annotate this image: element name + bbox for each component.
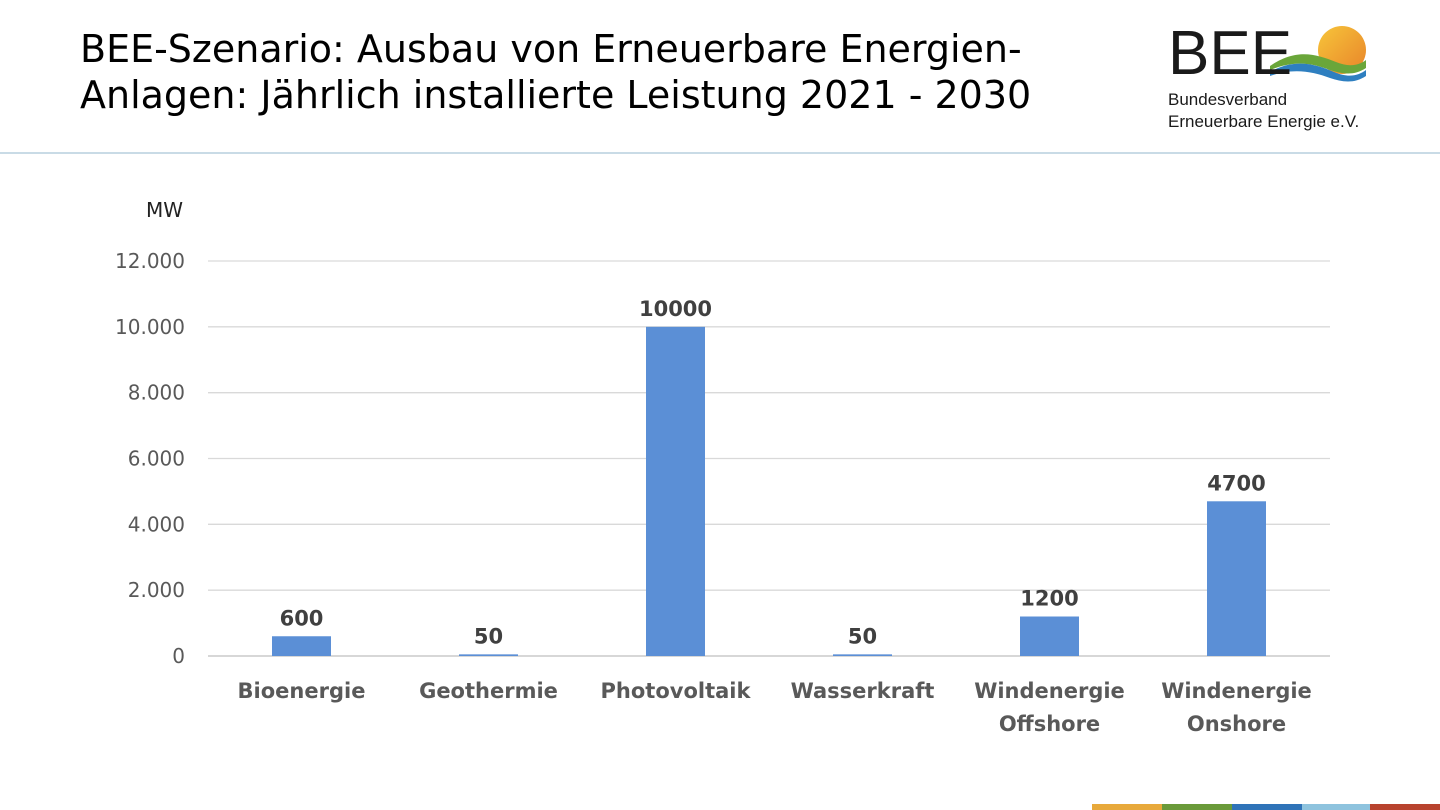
title-line-2: Anlagen: Jährlich installierte Leistung … <box>80 73 1032 117</box>
bars <box>272 326 1266 656</box>
bar <box>1020 616 1079 656</box>
bee-logo: BEE Bundesverband Erneuerbare Energie e.… <box>1166 24 1406 134</box>
y-tick-label: 12.000 <box>115 249 185 273</box>
y-tick-label: 6.000 <box>128 447 185 471</box>
category-label: Windenergie <box>1161 679 1312 703</box>
category-label: Photovoltaik <box>601 679 752 703</box>
footer-color-segment <box>1092 804 1162 810</box>
category-labels: Bioenergie Geothermie Photovoltaik Wasserkr… <box>238 679 1312 736</box>
category-label: Geothermie <box>419 679 558 703</box>
category-label: Offshore <box>999 712 1100 736</box>
data-label: 4700 <box>1207 471 1265 495</box>
y-tick-labels: 0 2.000 4.000 6.000 8.000 10.000 12.000 <box>115 249 185 668</box>
category-label: Bioenergie <box>238 679 366 703</box>
title-line-1: BEE-Szenario: Ausbau von Erneuerbare Ene… <box>80 27 1022 71</box>
y-tick-label: 10.000 <box>115 315 185 339</box>
category-label: Wasserkraft <box>791 679 935 703</box>
page-title: BEE-Szenario: Ausbau von Erneuerbare Ene… <box>80 26 1080 118</box>
bee-logo-mark: BEE <box>1168 24 1366 88</box>
logo-line-1: Bundesverband <box>1168 90 1288 109</box>
data-label: 50 <box>474 624 503 648</box>
y-tick-label: 8.000 <box>128 381 185 405</box>
bar <box>272 636 331 656</box>
data-label: 600 <box>280 606 324 630</box>
y-tick-label: 0 <box>172 644 185 668</box>
bar <box>646 326 705 656</box>
data-label: 1200 <box>1020 587 1078 611</box>
data-label: 50 <box>848 624 877 648</box>
y-axis-label: MW <box>146 198 183 222</box>
logo-bee-text: BEE <box>1168 24 1292 88</box>
category-label: Onshore <box>1187 712 1286 736</box>
data-labels: 600 50 10000 50 1200 4700 <box>280 297 1266 649</box>
footer-color-segment <box>1162 804 1232 810</box>
data-label: 10000 <box>639 297 712 321</box>
category-label: Windenergie <box>974 679 1125 703</box>
footer-color-segment <box>1232 804 1302 810</box>
footer-color-segment <box>1302 804 1370 810</box>
footer-color-segment <box>1370 804 1440 810</box>
logo-line-2: Erneuerbare Energie e.V. <box>1168 112 1360 131</box>
y-tick-label: 4.000 <box>128 512 185 536</box>
header-divider <box>0 152 1440 154</box>
bar <box>1207 501 1266 656</box>
bar <box>833 654 892 656</box>
y-tick-label: 2.000 <box>128 578 185 602</box>
bar <box>459 654 518 656</box>
gridlines <box>208 260 1330 657</box>
